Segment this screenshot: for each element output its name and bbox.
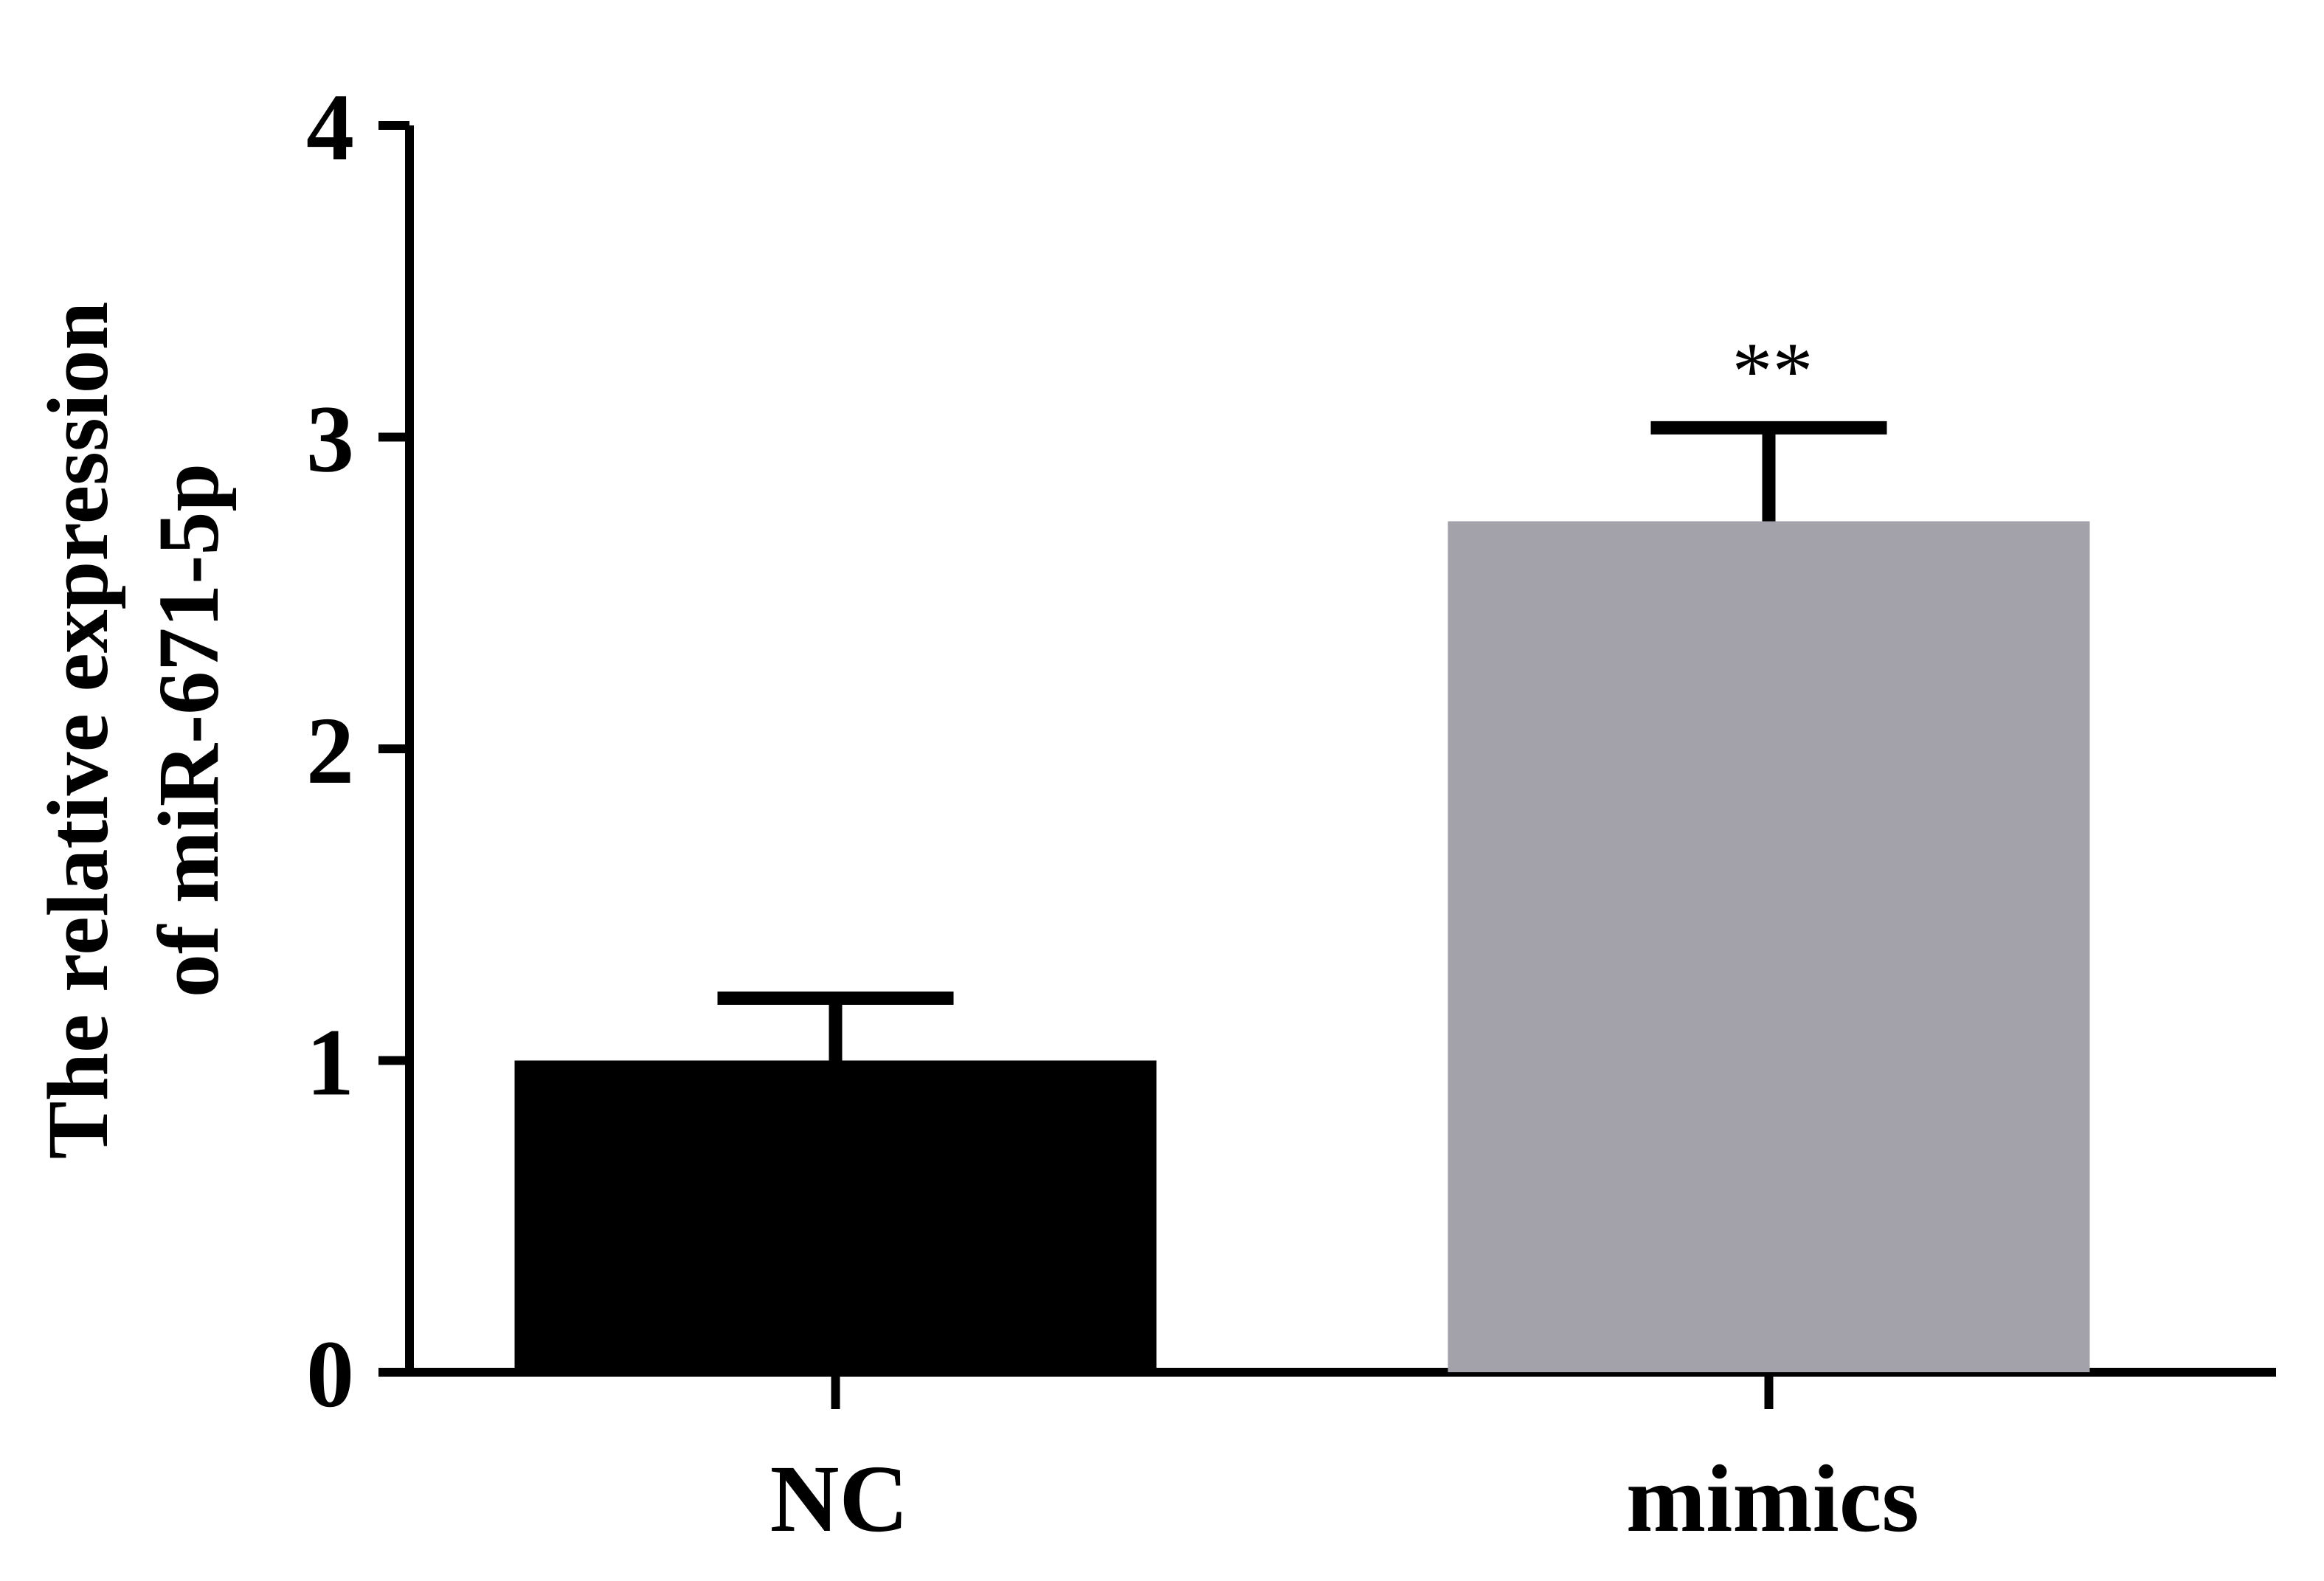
error-bars bbox=[717, 421, 1887, 1061]
x-tick-label-mimics: mimics bbox=[1626, 1446, 1919, 1552]
y-tick-label: 0 bbox=[306, 1321, 354, 1428]
y-axis-title-line-2: of miR-671-5p bbox=[140, 463, 237, 997]
bar-mimics bbox=[1448, 521, 2090, 1373]
y-tick-label: 1 bbox=[306, 1010, 354, 1116]
y-tick-label: 4 bbox=[306, 75, 354, 181]
y-tick-label: 3 bbox=[306, 387, 354, 493]
bar-nc bbox=[514, 1060, 1157, 1372]
labels: 0 1 2 3 4 NC mimics ** bbox=[306, 75, 1919, 1552]
bars bbox=[514, 521, 2090, 1373]
y-axis-title: The relative expression of miR-671-5p bbox=[30, 302, 237, 1159]
y-axis-title-line-1: The relative expression bbox=[30, 302, 126, 1159]
x-tick-label-nc: NC bbox=[770, 1446, 909, 1552]
significance-label: ** bbox=[1732, 326, 1813, 416]
y-tick-label: 2 bbox=[306, 698, 354, 804]
